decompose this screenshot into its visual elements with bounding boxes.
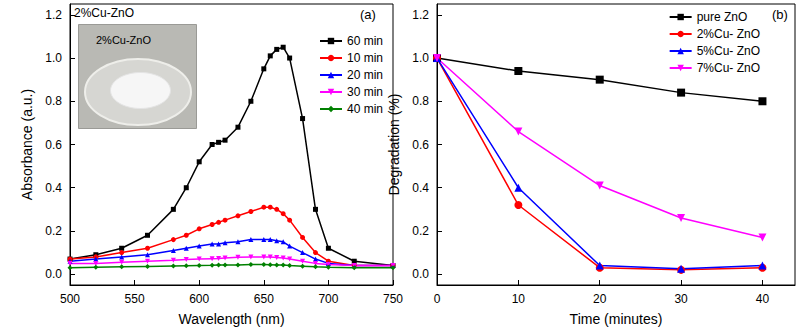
svg-text:2%Cu- ZnO: 2%Cu- ZnO xyxy=(697,27,760,41)
svg-text:20: 20 xyxy=(593,292,607,306)
svg-text:7%Cu- ZnO: 7%Cu- ZnO xyxy=(697,61,760,75)
svg-text:0: 0 xyxy=(434,292,441,306)
svg-text:Degradation (%): Degradation (%) xyxy=(386,94,402,196)
svg-text:Absorbance (a.u.): Absorbance (a.u.) xyxy=(19,89,35,200)
svg-text:1.2: 1.2 xyxy=(412,8,429,22)
svg-text:1.2: 1.2 xyxy=(45,8,62,22)
svg-text:20 min: 20 min xyxy=(347,68,383,82)
svg-text:0.2: 0.2 xyxy=(45,224,62,238)
svg-text:0.2: 0.2 xyxy=(412,224,429,238)
svg-text:0.6: 0.6 xyxy=(45,138,62,152)
svg-text:0.0: 0.0 xyxy=(45,267,62,281)
svg-text:30: 30 xyxy=(674,292,688,306)
svg-text:1.0: 1.0 xyxy=(412,51,429,65)
svg-text:10: 10 xyxy=(512,292,526,306)
svg-text:0.4: 0.4 xyxy=(412,181,429,195)
svg-text:500: 500 xyxy=(60,292,80,306)
svg-text:5%Cu- ZnO: 5%Cu- ZnO xyxy=(697,44,760,58)
svg-text:40: 40 xyxy=(756,292,770,306)
svg-text:2%Cu-ZnO: 2%Cu-ZnO xyxy=(96,34,151,46)
svg-text:700: 700 xyxy=(318,292,338,306)
svg-text:0.6: 0.6 xyxy=(412,138,429,152)
svg-text:10 min: 10 min xyxy=(347,51,383,65)
svg-text:40 min: 40 min xyxy=(347,102,383,116)
svg-text:(b): (b) xyxy=(772,7,788,22)
svg-text:0.4: 0.4 xyxy=(45,181,62,195)
svg-text:650: 650 xyxy=(254,292,274,306)
svg-text:0.0: 0.0 xyxy=(412,267,429,281)
svg-text:(a): (a) xyxy=(360,7,376,22)
svg-text:1.0: 1.0 xyxy=(45,51,62,65)
svg-text:pure ZnO: pure ZnO xyxy=(697,10,748,24)
svg-text:2%Cu-ZnO: 2%Cu-ZnO xyxy=(74,6,134,20)
svg-text:750: 750 xyxy=(383,292,403,306)
svg-text:0.8: 0.8 xyxy=(45,94,62,108)
svg-text:60 min: 60 min xyxy=(347,34,383,48)
svg-text:550: 550 xyxy=(125,292,145,306)
svg-text:30 min: 30 min xyxy=(347,85,383,99)
svg-text:0.8: 0.8 xyxy=(412,94,429,108)
svg-text:600: 600 xyxy=(189,292,209,306)
svg-text:Time (minutes): Time (minutes) xyxy=(570,311,663,327)
svg-text:Wavelength (nm): Wavelength (nm) xyxy=(178,311,284,327)
